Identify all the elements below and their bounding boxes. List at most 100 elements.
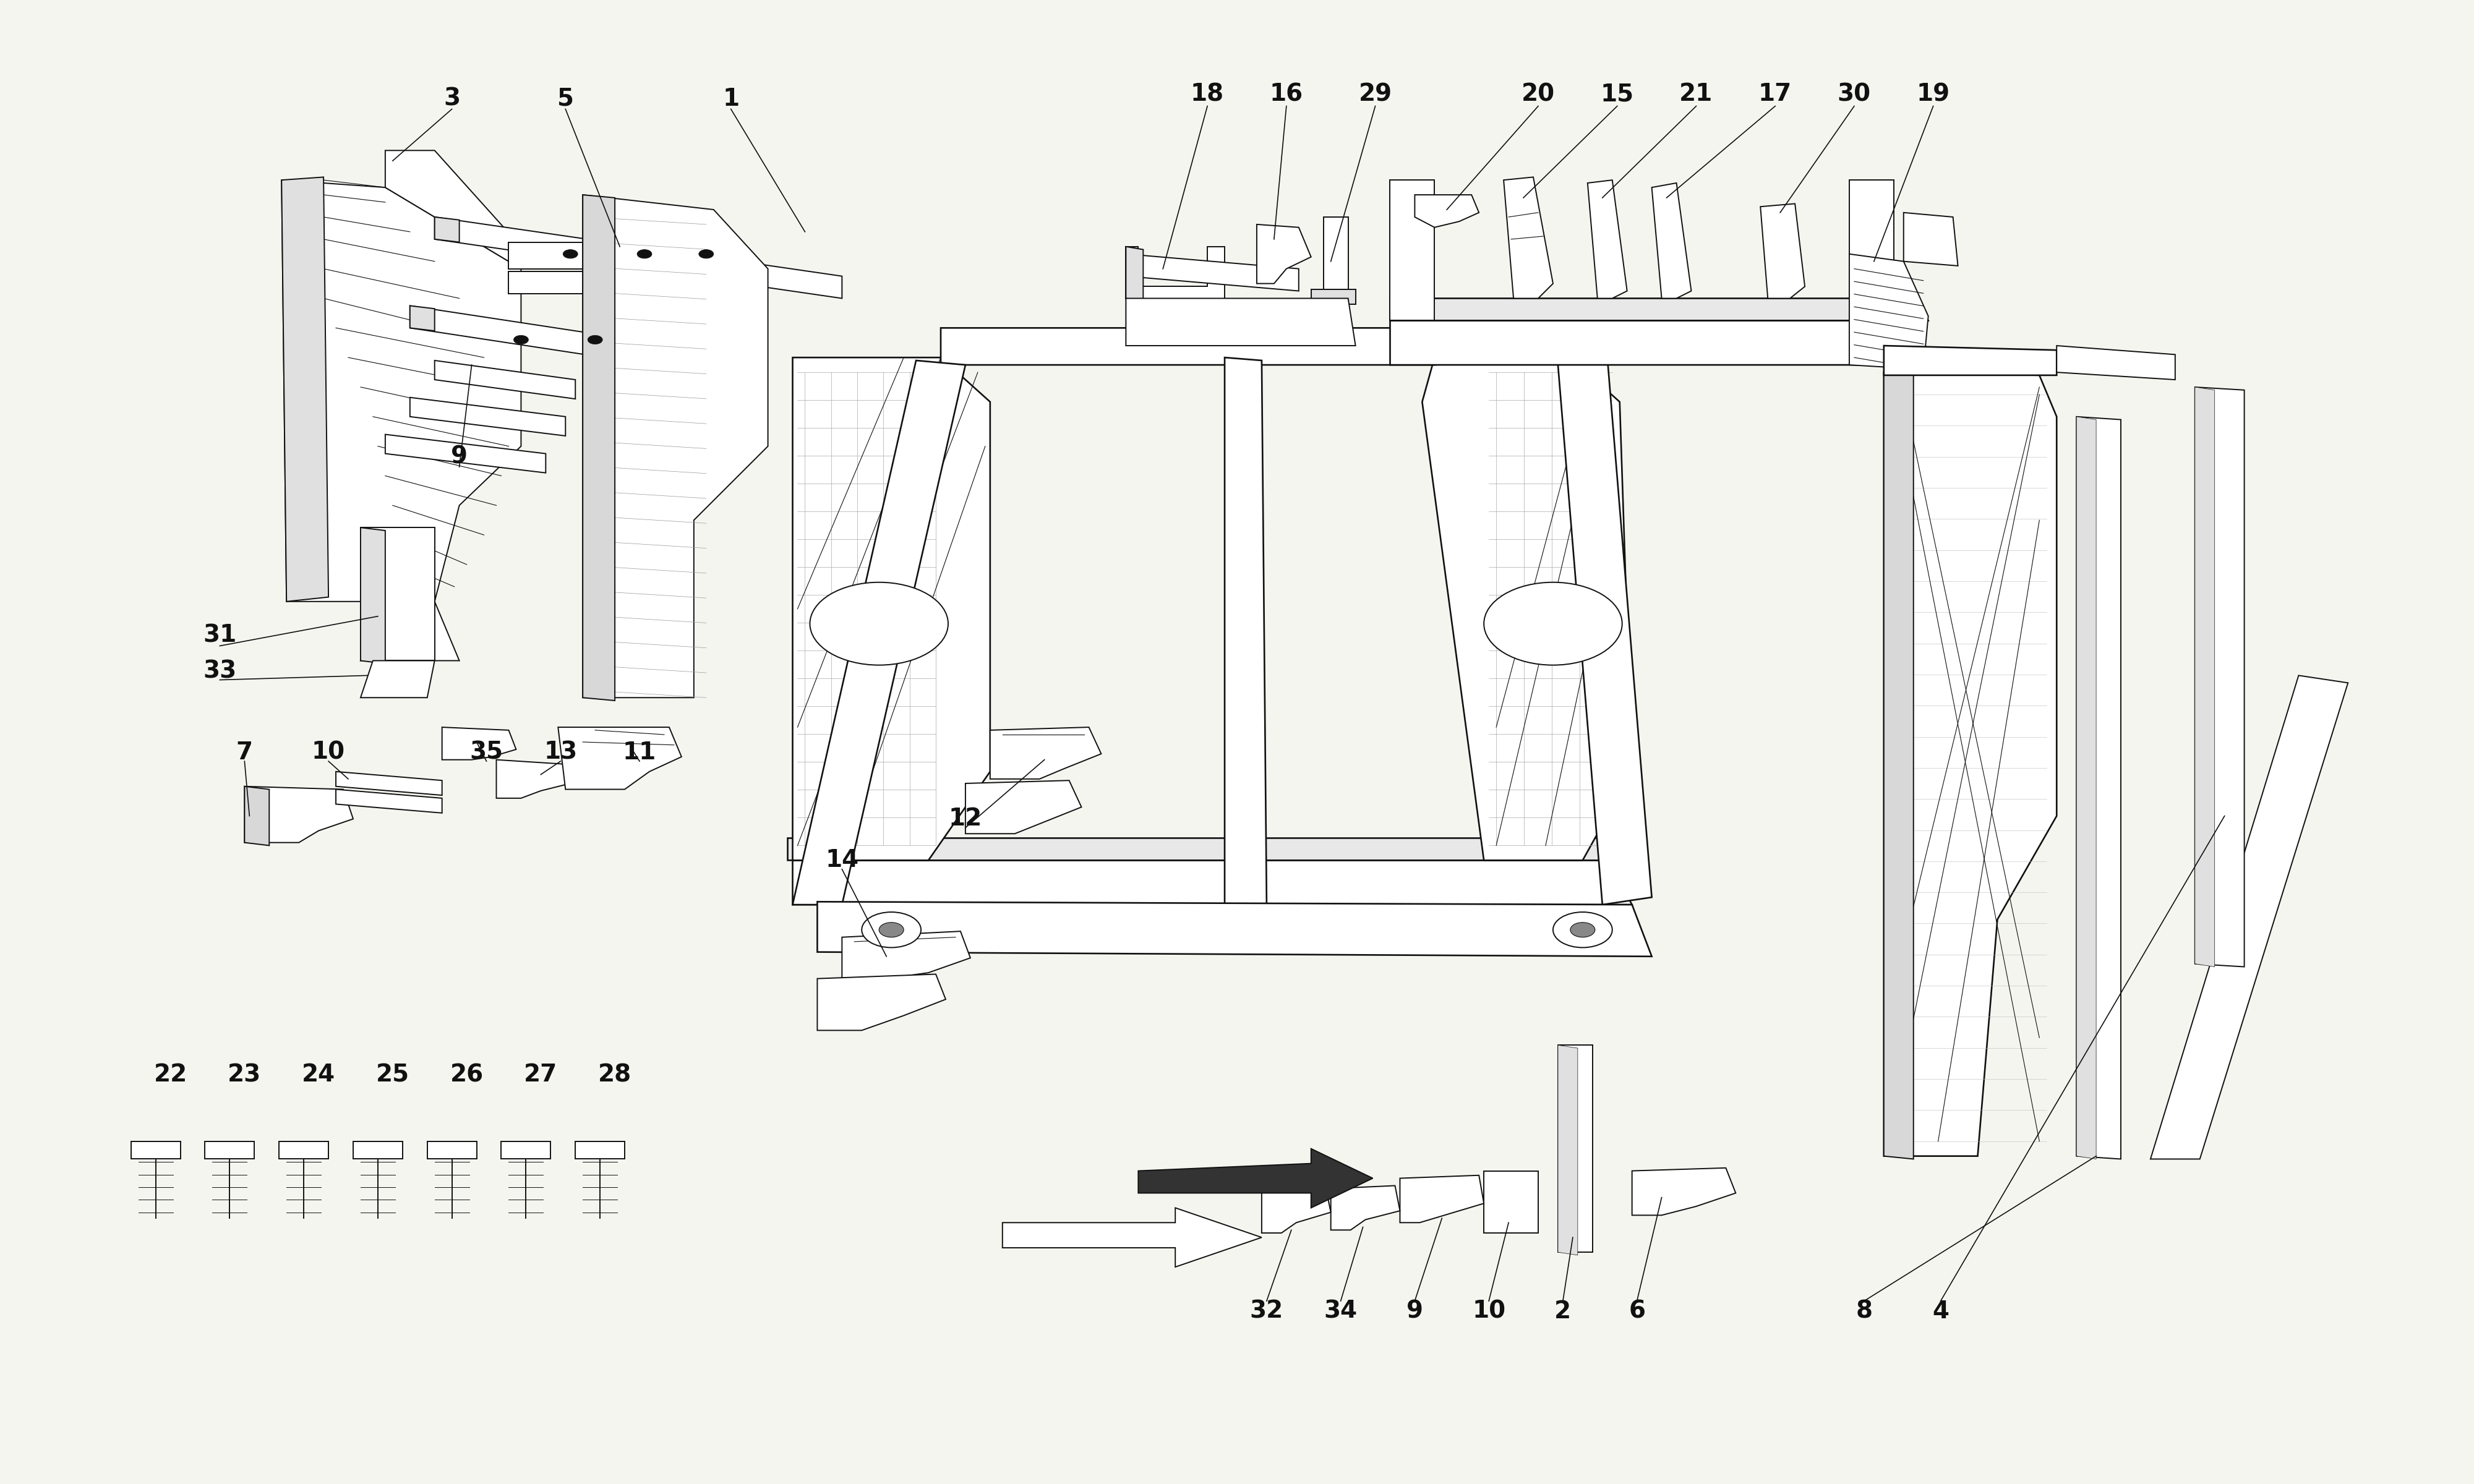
- Text: 1: 1: [722, 88, 740, 110]
- Polygon shape: [1883, 372, 2056, 1156]
- Bar: [1484, 1171, 1539, 1233]
- Circle shape: [809, 582, 948, 665]
- Polygon shape: [2150, 675, 2348, 1159]
- Bar: [510, 272, 621, 294]
- Polygon shape: [792, 358, 990, 861]
- Polygon shape: [1903, 212, 1957, 266]
- Text: 23: 23: [228, 1063, 262, 1086]
- Polygon shape: [1633, 1168, 1737, 1215]
- Polygon shape: [282, 177, 329, 601]
- Text: 10: 10: [1472, 1300, 1507, 1324]
- Circle shape: [515, 335, 529, 344]
- Polygon shape: [386, 435, 547, 473]
- Text: 20: 20: [1522, 83, 1556, 105]
- Polygon shape: [1761, 203, 1806, 298]
- Polygon shape: [336, 789, 443, 813]
- Polygon shape: [1390, 298, 1927, 321]
- Polygon shape: [1883, 346, 2056, 375]
- Polygon shape: [443, 727, 517, 760]
- Text: 9: 9: [1405, 1300, 1423, 1324]
- Polygon shape: [792, 361, 965, 905]
- Polygon shape: [361, 601, 460, 660]
- Polygon shape: [1559, 1045, 1578, 1255]
- Text: 25: 25: [376, 1063, 408, 1086]
- Bar: [502, 1141, 552, 1159]
- Circle shape: [564, 249, 579, 258]
- Polygon shape: [1138, 1149, 1373, 1208]
- Polygon shape: [990, 727, 1101, 779]
- Polygon shape: [1588, 180, 1628, 298]
- Text: 13: 13: [544, 741, 576, 764]
- Polygon shape: [1257, 224, 1311, 283]
- Polygon shape: [411, 398, 567, 436]
- Text: 30: 30: [1838, 83, 1870, 105]
- Polygon shape: [435, 361, 576, 399]
- Polygon shape: [411, 306, 730, 377]
- Text: 12: 12: [948, 807, 982, 831]
- Polygon shape: [1400, 1175, 1484, 1223]
- Text: 33: 33: [203, 659, 238, 683]
- Polygon shape: [1126, 246, 1143, 301]
- Polygon shape: [965, 781, 1081, 834]
- Polygon shape: [1002, 1208, 1262, 1267]
- Polygon shape: [1423, 358, 1633, 861]
- Text: 34: 34: [1324, 1300, 1358, 1324]
- Text: 24: 24: [302, 1063, 336, 1086]
- Polygon shape: [245, 787, 270, 846]
- Bar: [510, 242, 643, 269]
- Polygon shape: [584, 194, 767, 697]
- Polygon shape: [792, 861, 1633, 905]
- Text: 29: 29: [1358, 83, 1393, 105]
- Text: 11: 11: [623, 741, 656, 764]
- Text: 21: 21: [1680, 83, 1712, 105]
- Text: 3: 3: [443, 88, 460, 110]
- Bar: [428, 1141, 477, 1159]
- Polygon shape: [2056, 346, 2175, 380]
- Polygon shape: [1225, 358, 1267, 905]
- Polygon shape: [940, 328, 1484, 365]
- Text: 6: 6: [1628, 1300, 1645, 1324]
- Polygon shape: [1653, 183, 1692, 298]
- Polygon shape: [411, 306, 435, 331]
- Polygon shape: [435, 217, 841, 298]
- Bar: [1559, 1045, 1593, 1252]
- Polygon shape: [361, 528, 386, 663]
- Polygon shape: [816, 902, 1653, 956]
- Polygon shape: [2076, 417, 2120, 1159]
- Text: 28: 28: [599, 1063, 631, 1086]
- Polygon shape: [841, 932, 970, 978]
- Text: 32: 32: [1249, 1300, 1284, 1324]
- Polygon shape: [282, 180, 522, 601]
- Text: 9: 9: [450, 445, 468, 469]
- Text: 27: 27: [524, 1063, 557, 1086]
- Text: 19: 19: [1917, 83, 1950, 105]
- Polygon shape: [1848, 254, 1927, 370]
- Text: 7: 7: [235, 741, 252, 764]
- Polygon shape: [1883, 372, 1912, 1159]
- Bar: [1390, 180, 1435, 321]
- Text: 31: 31: [203, 623, 238, 647]
- Text: 8: 8: [1856, 1300, 1873, 1324]
- Polygon shape: [2194, 387, 2214, 966]
- Polygon shape: [1390, 321, 1927, 365]
- Polygon shape: [1126, 254, 1299, 291]
- Polygon shape: [435, 217, 460, 242]
- Polygon shape: [386, 150, 522, 269]
- Polygon shape: [1126, 246, 1225, 298]
- Bar: [1848, 180, 1893, 321]
- Bar: [576, 1141, 626, 1159]
- Polygon shape: [1415, 194, 1479, 227]
- Polygon shape: [559, 727, 680, 789]
- Bar: [354, 1141, 403, 1159]
- Circle shape: [878, 923, 903, 938]
- Text: 5: 5: [557, 88, 574, 110]
- Polygon shape: [1504, 177, 1554, 298]
- Circle shape: [589, 335, 604, 344]
- Polygon shape: [584, 194, 616, 700]
- Text: 10: 10: [312, 741, 346, 764]
- Text: 26: 26: [450, 1063, 482, 1086]
- Bar: [361, 528, 435, 660]
- Text: 16: 16: [1269, 83, 1304, 105]
- Text: 22: 22: [153, 1063, 188, 1086]
- Bar: [1324, 217, 1348, 298]
